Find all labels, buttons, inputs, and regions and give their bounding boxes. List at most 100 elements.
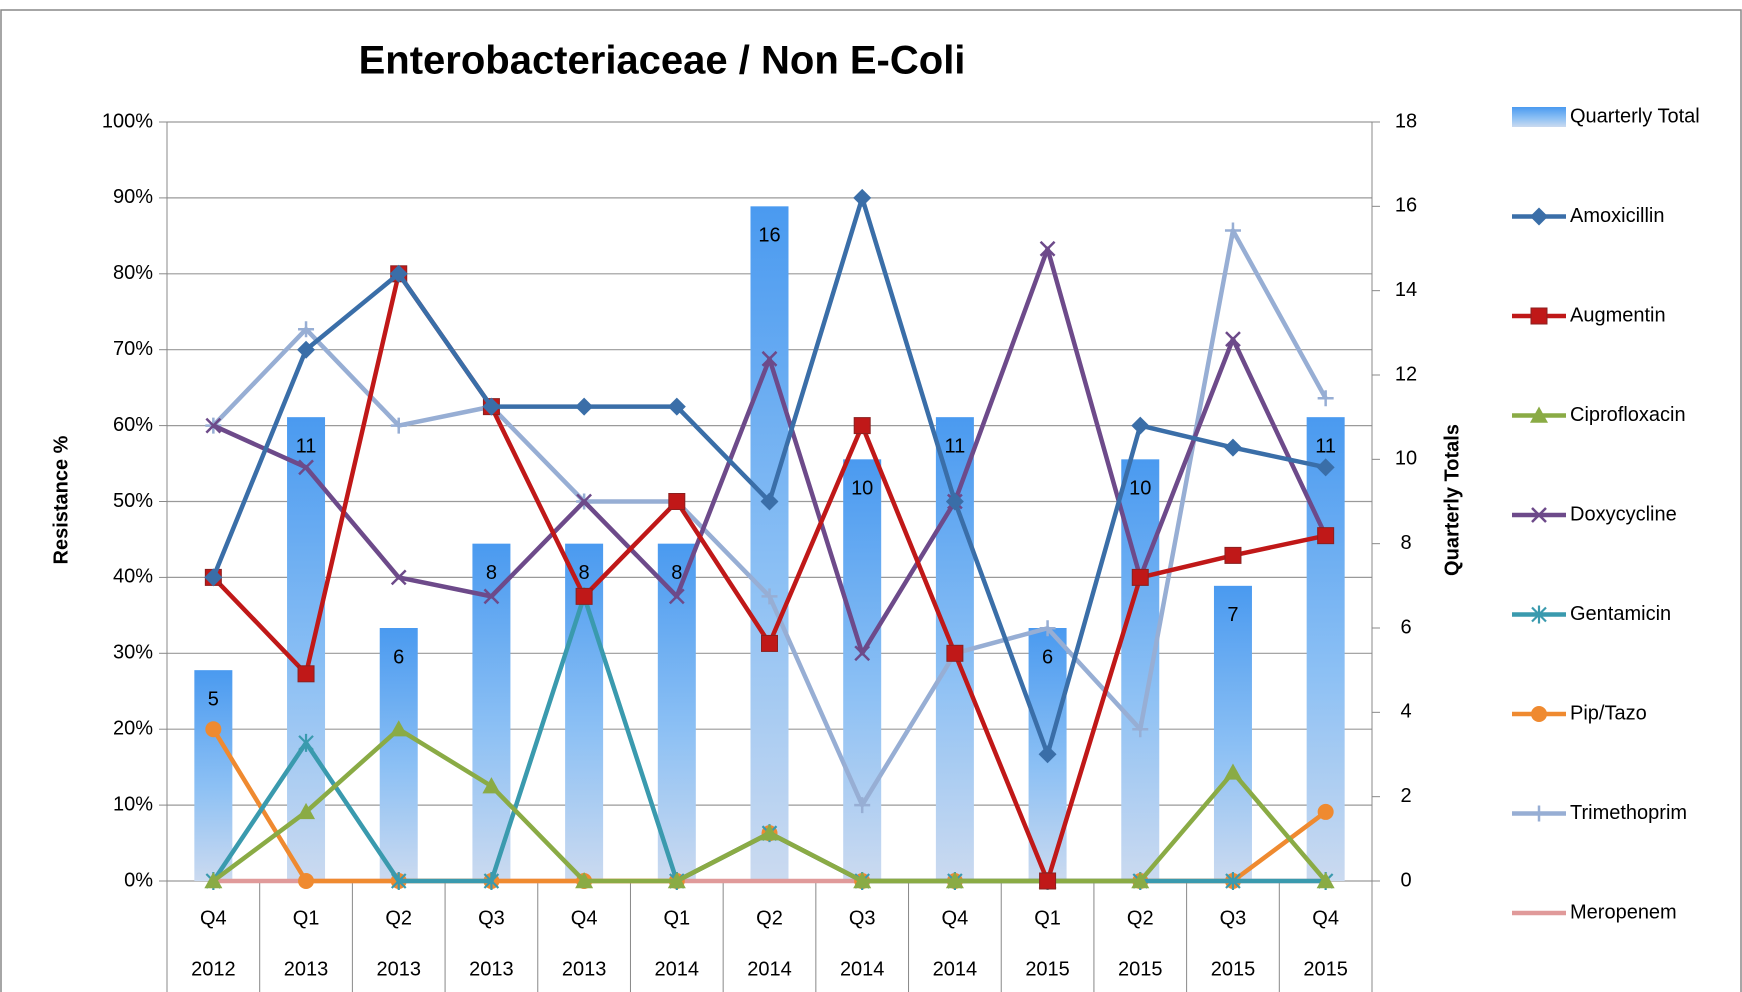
legend-marker (1530, 406, 1548, 423)
point (946, 644, 964, 662)
legend-label: Amoxicillin (1570, 205, 1664, 227)
point (1317, 527, 1335, 545)
point (204, 872, 223, 889)
chart-title: Enterobacteriaceae / Non E-Coli (359, 39, 966, 83)
point (1317, 803, 1334, 820)
y-tick-label: 50% (113, 490, 153, 512)
point (298, 733, 314, 752)
bar (472, 543, 511, 881)
point (1039, 240, 1056, 257)
point (483, 588, 500, 605)
x-year-label: 2015 (1025, 958, 1070, 980)
point (853, 417, 871, 435)
point (761, 588, 778, 605)
bar (843, 459, 882, 881)
bar (1213, 585, 1252, 881)
y2-tick-label: 2 (1400, 785, 1411, 807)
legend-swatch (1512, 107, 1566, 127)
point (667, 872, 686, 889)
bar-value-label: 11 (296, 435, 317, 457)
point (482, 397, 501, 416)
point (854, 797, 871, 814)
point (389, 264, 408, 283)
y2-tick-label: 18 (1395, 110, 1417, 132)
y-tick-label: 90% (113, 186, 153, 208)
point (1225, 872, 1241, 890)
x-year-label: 2014 (933, 958, 978, 980)
legend-marker (1531, 805, 1547, 822)
x-tick-label: Q2 (385, 907, 412, 929)
point (1131, 872, 1150, 889)
point (1224, 222, 1241, 239)
legend-swatch (1512, 706, 1566, 722)
y2-tick-label: 12 (1395, 363, 1417, 385)
y-tick-label: 40% (113, 566, 153, 588)
y-tick-label: 0% (124, 869, 153, 891)
y2-tick-label: 16 (1395, 195, 1417, 217)
y-tick-label: 10% (113, 793, 153, 815)
legend-marker (1530, 307, 1548, 325)
y2-tick-label: 4 (1400, 701, 1411, 723)
legend-swatch (1512, 805, 1566, 822)
x-tick-label: Q1 (293, 907, 320, 929)
y2-tick-label: 0 (1400, 869, 1411, 891)
legend-swatch (1512, 406, 1566, 423)
bar (194, 670, 233, 881)
point (1039, 872, 1057, 890)
point (667, 397, 686, 416)
legend-label: Pip/Tazo (1570, 702, 1647, 724)
point (760, 824, 779, 841)
point (483, 872, 500, 890)
series-3 (204, 720, 1335, 889)
point (297, 802, 316, 820)
x-tick-label: Q3 (1220, 907, 1247, 929)
point (854, 645, 871, 662)
bar (750, 206, 789, 882)
point (668, 493, 686, 510)
legend-label: Doxycycline (1570, 503, 1677, 525)
x-year-label: 2013 (469, 958, 514, 980)
point (760, 492, 779, 511)
bar (379, 628, 418, 881)
point (389, 720, 408, 737)
point (205, 721, 222, 738)
point (761, 634, 778, 652)
series-1 (204, 188, 1335, 764)
point (945, 492, 964, 511)
bar-value-label: 11 (945, 435, 966, 457)
bar-value-label: 10 (1129, 478, 1151, 500)
x-year-label: 2015 (1303, 958, 1348, 980)
x-year-label: 2013 (562, 958, 607, 980)
legend-label: Trimethoprim (1570, 802, 1687, 824)
y2-tick-label: 14 (1395, 279, 1417, 301)
bar-value-label: 10 (851, 478, 873, 500)
y2-tick-label: 8 (1400, 532, 1411, 554)
x-tick-label: Q1 (1034, 907, 1061, 929)
point (945, 872, 964, 889)
point (390, 872, 407, 890)
bar-value-label: 11 (1315, 435, 1336, 457)
point (482, 777, 501, 794)
x-tick-label: Q2 (756, 907, 783, 929)
legend-marker (1531, 706, 1547, 722)
point (1316, 458, 1335, 477)
point (204, 568, 223, 587)
y2-axis-label: Quarterly Totals (1441, 424, 1463, 576)
y-tick-label: 70% (113, 338, 153, 360)
bar-value-label: 6 (393, 646, 404, 668)
legend-marker (1531, 605, 1547, 624)
point (298, 459, 314, 476)
y2-tick-label: 10 (1395, 448, 1417, 470)
legend-marker (1531, 507, 1547, 523)
legend-label: Meropenem (1570, 901, 1677, 923)
x-tick-label: Q4 (1312, 907, 1339, 929)
x-year-label: 2015 (1211, 958, 1256, 980)
point (297, 665, 315, 683)
bar-value-label: 16 (758, 225, 780, 247)
x-tick-label: Q4 (942, 907, 969, 929)
y-tick-label: 60% (113, 414, 153, 436)
x-tick-label: Q1 (663, 907, 690, 929)
legend-marker (1530, 207, 1548, 226)
point (298, 873, 315, 889)
